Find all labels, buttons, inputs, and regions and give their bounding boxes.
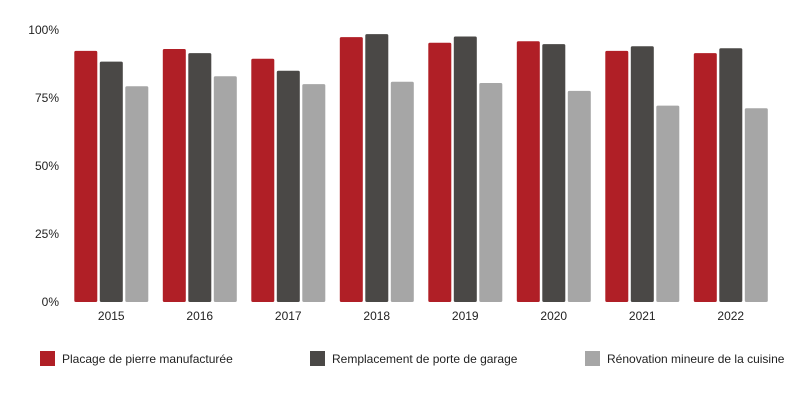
bar-2015-series-3 — [125, 86, 149, 302]
bar-2018-series-3 — [390, 81, 414, 302]
legend-label-kitchen-remodel: Rénovation mineure de la cuisine — [607, 351, 785, 366]
y-tick-label: 50% — [35, 159, 59, 173]
bar-2015-series-2 — [99, 61, 123, 302]
y-tick-label: 100% — [28, 23, 59, 37]
bar-2022-series-2 — [719, 48, 743, 303]
bar-2021-series-3 — [656, 105, 680, 302]
x-tick-label: 2017 — [275, 309, 302, 323]
bar-2022-series-1 — [693, 53, 717, 302]
bar-2016-series-3 — [213, 76, 237, 302]
x-tick-label: 2019 — [452, 309, 479, 323]
legend-swatch-stone-veneer — [40, 351, 55, 366]
x-tick-label: 2016 — [186, 309, 213, 323]
bar-2020-series-3 — [567, 90, 591, 303]
bars-group — [74, 34, 768, 303]
bar-2019-series-1 — [428, 42, 452, 303]
legend-swatch-kitchen-remodel — [585, 351, 600, 366]
y-axis: 0% 25% 50% 75% 100% — [28, 23, 59, 309]
bar-2021-series-2 — [630, 46, 654, 302]
x-tick-label: 2018 — [363, 309, 390, 323]
bar-2019-series-3 — [479, 83, 503, 302]
bar-2016-series-2 — [188, 53, 212, 302]
y-tick-label: 75% — [35, 91, 59, 105]
bar-2022-series-3 — [744, 108, 768, 302]
legend-item-kitchen-remodel: Rénovation mineure de la cuisine — [585, 351, 784, 366]
bar-2016-series-1 — [162, 49, 186, 302]
bar-2017-series-3 — [302, 84, 326, 302]
bar-2017-series-1 — [251, 58, 275, 302]
y-tick-label: 0% — [42, 295, 60, 309]
bar-2015-series-1 — [74, 50, 98, 303]
x-axis: 2015 2016 2017 2018 2019 2020 2021 2022 — [98, 309, 745, 323]
x-tick-label: 2020 — [540, 309, 567, 323]
x-tick-label: 2022 — [717, 309, 744, 323]
legend-swatch-garage-door — [310, 351, 325, 366]
legend-label-stone-veneer: Placage de pierre manufacturée — [62, 351, 233, 366]
bar-2018-series-2 — [365, 34, 389, 302]
legend: Placage de pierre manufacturée Remplacem… — [40, 351, 800, 371]
x-tick-label: 2021 — [629, 309, 656, 323]
bar-2021-series-1 — [605, 50, 629, 303]
bar-2019-series-2 — [453, 36, 477, 302]
bar-2018-series-1 — [339, 37, 363, 302]
legend-item-garage-door: Remplacement de porte de garage — [310, 351, 517, 366]
bar-2017-series-2 — [276, 70, 300, 302]
bar-2020-series-1 — [516, 41, 540, 302]
legend-label-garage-door: Remplacement de porte de garage — [332, 351, 518, 366]
bar-2020-series-2 — [542, 44, 566, 302]
legend-item-stone-veneer: Placage de pierre manufacturée — [40, 351, 233, 366]
x-tick-label: 2015 — [98, 309, 125, 323]
y-tick-label: 25% — [35, 227, 59, 241]
